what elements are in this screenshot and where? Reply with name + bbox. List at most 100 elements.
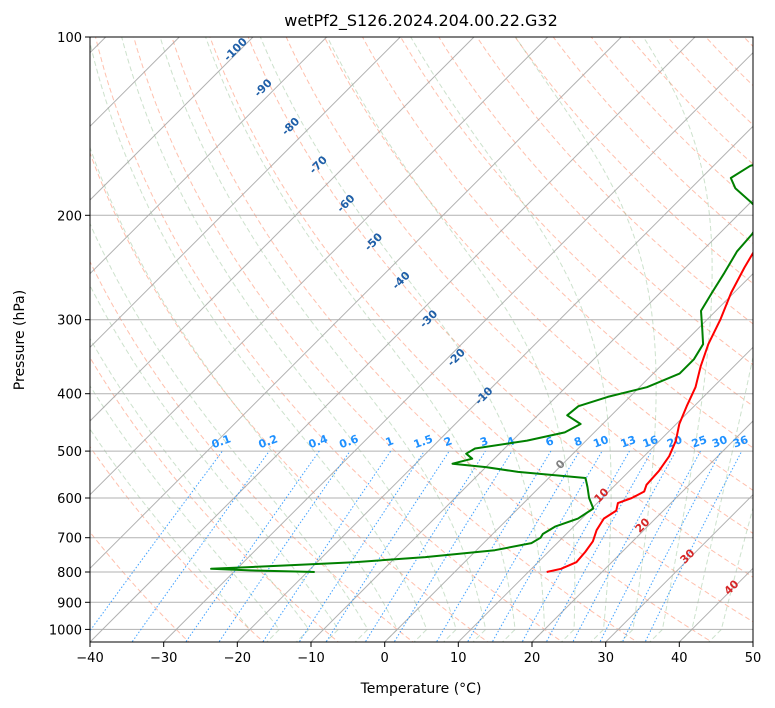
dry-adiabat-line (95, 37, 564, 642)
dry-adiabat-line (438, 37, 753, 366)
y-tick-label: 400 (57, 388, 82, 403)
x-tick-label: −20 (224, 651, 251, 666)
mixing-ratio-line (572, 450, 677, 642)
dry-adiabat-line (90, 445, 265, 642)
mixing-ratio-line (131, 450, 270, 642)
plot-frame (89, 36, 754, 643)
mixing-ratio-line (599, 450, 701, 642)
mixing-ratio-line (491, 450, 603, 642)
dry-adiabat-line (171, 37, 713, 642)
dry-adiabat-line (476, 37, 753, 325)
mixing-ratio-label: 0.2 (257, 432, 280, 451)
dry-adiabat-label: 10 (592, 485, 612, 505)
isotherm-line (90, 37, 475, 422)
dry-adiabat-line (323, 37, 753, 491)
x-axis: −40 −30 −20 −10 0 10 20 30 40 50 (76, 642, 761, 666)
mixing-ratio-line (90, 450, 223, 632)
mixing-ratio-label: 4 (505, 434, 517, 449)
x-tick-label: 40 (671, 651, 688, 666)
mixing-ratio-label: 0.1 (210, 432, 233, 451)
dry-adiabat-label: 30 (678, 546, 698, 566)
dewpoint-profile-line (210, 164, 753, 573)
mixing-ratio-label: 13 (619, 433, 638, 450)
mixing-ratio-label: 0.6 (338, 432, 361, 451)
x-axis-label: Temperature (°C) (360, 681, 482, 697)
isotherm-line (457, 346, 753, 642)
y-tick-label: 100 (57, 31, 82, 46)
isotherm-line (90, 37, 622, 570)
y-tick-label: 800 (57, 566, 82, 581)
isotherm-line (236, 125, 753, 642)
mixing-ratio-label: 1.5 (412, 432, 435, 451)
series-layer (210, 164, 753, 573)
moist-adiabat-label: -20 (445, 346, 468, 369)
isotherm-line (90, 37, 254, 201)
mixing-ratio-line (218, 450, 351, 642)
x-tick-label: 10 (450, 651, 467, 666)
isotherm-line (605, 493, 753, 642)
mixing-ratio-label: 8 (572, 434, 584, 449)
y-tick-label: 700 (57, 532, 82, 547)
mixing-ratio-label: 3 (478, 434, 490, 449)
dry-adiabat-line (285, 37, 753, 534)
x-tick-label: 30 (597, 651, 614, 666)
moist-adiabat-line (159, 37, 487, 642)
mixing-ratio-label: 36 (731, 433, 750, 451)
temperature-profile-line (546, 251, 753, 573)
mixing-ratio-line (466, 450, 580, 642)
dry-adiabat-line (90, 151, 489, 642)
isotherm-line (90, 37, 328, 275)
moist-adiabat-line (90, 222, 369, 642)
y-tick-label: 1000 (49, 623, 82, 638)
mixing-ratio-line (393, 450, 513, 642)
x-tick-label: −40 (76, 651, 103, 666)
mixing-ratio-label: 10 (591, 433, 610, 451)
moist-adiabat-label: -90 (252, 76, 275, 99)
dry-adiabat-line (514, 37, 753, 285)
grid-layer (90, 37, 753, 642)
mixing-ratio-label: 0.4 (307, 432, 330, 451)
dry-adiabat-line (705, 37, 753, 87)
moist-adiabat-line (90, 384, 281, 642)
dry-adiabat-label: 40 (722, 577, 742, 597)
dry-adiabat-line (90, 531, 190, 642)
y-axis-label: Pressure (hPa) (12, 290, 28, 390)
y-tick-label: 200 (57, 209, 82, 224)
moist-adiabat-label: -60 (334, 192, 357, 215)
mixing-ratio-line (262, 450, 392, 642)
mixing-ratio-label: 30 (710, 433, 729, 451)
mixing-ratio-label: 6 (544, 434, 556, 449)
isotherm-line (531, 420, 753, 642)
dry-adiabat-line (552, 37, 753, 245)
moist-adiabat-line (90, 428, 251, 642)
mixing-ratio-label: 16 (641, 433, 660, 451)
x-tick-label: 20 (524, 651, 541, 666)
isotherm-line (90, 37, 696, 642)
x-tick-label: 50 (745, 651, 762, 666)
moist-adiabat-line (326, 37, 576, 642)
y-tick-label: 300 (57, 314, 82, 329)
moist-adiabat-label: -50 (362, 230, 385, 253)
dry-adiabat-label: 20 (633, 515, 653, 535)
mixing-ratio-line (621, 450, 722, 642)
moist-adiabat-line (515, 37, 657, 642)
mixing-ratio-line (435, 450, 552, 642)
x-tick-label: 0 (381, 651, 389, 666)
dry-adiabat-line (362, 37, 753, 449)
y-tick-label: 900 (57, 596, 82, 611)
moist-adiabat-line (90, 337, 310, 642)
isotherm-line (90, 37, 549, 496)
dry-adiabat-line (133, 37, 638, 642)
mixing-ratio-label: 2 (442, 434, 454, 449)
isotherm-line (752, 641, 753, 642)
dry-adiabat-line (90, 260, 414, 642)
x-tick-label: −30 (150, 651, 177, 666)
isotherm-line (678, 567, 753, 642)
moist-adiabat-line (90, 146, 398, 642)
mixing-ratio-label: 25 (690, 433, 709, 450)
moist-adiabat-line (90, 40, 428, 642)
dry-adiabat-line (247, 37, 753, 578)
isotherm-line (384, 272, 753, 642)
mixing-ratio-line (298, 450, 425, 642)
